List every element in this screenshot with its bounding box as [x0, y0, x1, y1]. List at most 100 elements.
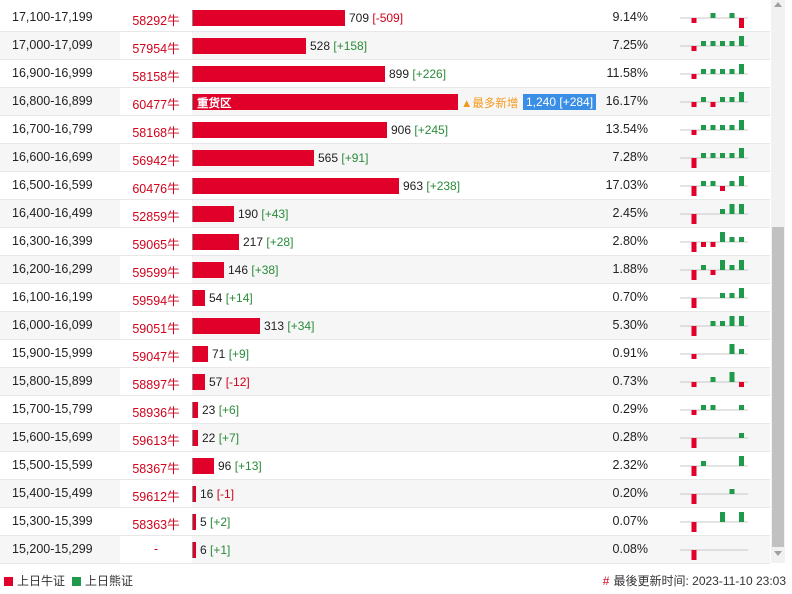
sparkline	[680, 489, 748, 504]
bracket-close: ]	[245, 347, 250, 361]
bar-label: 16 [-1]	[200, 487, 234, 501]
hash-icon: #	[602, 574, 610, 588]
volume-bar	[193, 178, 399, 194]
sparkline-bar	[739, 316, 744, 326]
table-row[interactable]: 15,800-15,899 58897牛 57 [-12] 0.73%	[0, 368, 770, 396]
price-range: 16,800-16,899	[12, 94, 93, 108]
bar-cell: 96 [+13]	[192, 458, 602, 474]
sparkline-bar	[739, 382, 744, 387]
table-row[interactable]: 16,100-16,199 59594牛 54 [+14] 0.70%	[0, 284, 770, 312]
table-row[interactable]: 15,700-15,799 58936牛 23 [+6] 0.29%	[0, 396, 770, 424]
sparkline-bar	[729, 344, 735, 354]
sparkline-bar	[729, 41, 735, 46]
cbbc-level: 58292牛	[132, 14, 180, 28]
sparkline	[680, 148, 748, 168]
price-range: 16,300-16,399	[12, 234, 93, 248]
price-range: 15,200-15,299	[12, 542, 93, 556]
bar-change: +6	[222, 403, 236, 417]
table-row[interactable]: 15,200-15,299 - 6 [+1] 0.08%	[0, 536, 770, 564]
sparkline-bar	[739, 64, 744, 74]
bar-label: 5 [+2]	[200, 515, 230, 529]
heavy-zone-label: 重货区	[197, 98, 232, 110]
sparkline-bar	[720, 293, 725, 298]
cbbc-level: 52859牛	[132, 210, 180, 224]
vertical-scrollbar[interactable]	[771, 0, 785, 563]
table-row[interactable]: 15,600-15,699 59613牛 22 [+7] 0.28%	[0, 424, 770, 452]
percentage: 0.73%	[612, 374, 648, 388]
table-row[interactable]: 16,400-16,499 52859牛 190 [+43] 2.45%	[0, 200, 770, 228]
table-row[interactable]: 16,800-16,899 60477牛 重货区 ▲最多新增 1,240 [+284] 1…	[0, 88, 770, 116]
volume-bar	[193, 10, 345, 26]
bar-label: 96 [+13]	[218, 459, 262, 473]
sparkline-bar	[739, 36, 744, 46]
sparkline-bar	[710, 13, 716, 18]
table-row[interactable]: 16,300-16,399 59065牛 217 [+28] 2.80%	[0, 228, 770, 256]
bar-value: 23	[202, 403, 216, 417]
sparkline-bar	[691, 354, 697, 359]
bracket-open: [	[330, 39, 337, 53]
scroll-up-arrow-icon[interactable]	[774, 2, 782, 7]
sparkline-bar	[710, 242, 716, 247]
bracket-close: ]	[275, 263, 279, 277]
table-row[interactable]: 15,300-15,399 58363牛 5 [+2] 0.07%	[0, 508, 770, 536]
bracket-close: ]	[285, 207, 289, 221]
sparkline-bar	[701, 265, 706, 270]
sparkline-bar	[729, 125, 735, 130]
price-range: 17,000-17,099	[12, 38, 93, 52]
table-row[interactable]: 16,700-16,799 58168牛 906 [+245] 13.54%	[0, 116, 770, 144]
table-row[interactable]: 17,100-17,199 58292牛 709 [-509] 9.14%	[0, 4, 770, 32]
sparkline-bar	[739, 204, 744, 214]
percentage: 0.08%	[612, 542, 648, 556]
scrollbar-thumb[interactable]	[772, 227, 784, 547]
bracket-open: [	[423, 179, 430, 193]
sparkline-bar	[710, 181, 716, 186]
bracket-open: [	[206, 515, 214, 529]
price-range: 15,900-15,999	[12, 346, 93, 360]
bracket-close: ]	[258, 459, 262, 473]
bar-cell: 899 [+226]	[192, 66, 602, 82]
sparkline-bar	[720, 41, 725, 46]
sparkline	[680, 204, 748, 224]
bar-cell: 709 [-509]	[192, 10, 602, 26]
volume-bar	[193, 542, 196, 558]
volume-bar	[193, 430, 198, 446]
percentage: 11.58%	[606, 66, 648, 80]
scroll-down-arrow-icon[interactable]	[774, 551, 782, 556]
cbbc-level: 59047牛	[132, 350, 180, 364]
table-row[interactable]: 16,900-16,999 58158牛 899 [+226] 11.58%	[0, 60, 770, 88]
percentage: 0.91%	[612, 346, 648, 360]
bull-swatch-icon	[4, 577, 13, 586]
volume-bar	[193, 262, 224, 278]
bar-value: 906	[391, 123, 412, 137]
bracket-open: [	[215, 431, 223, 445]
cbbc-level: 59599牛	[132, 266, 180, 280]
price-range: 15,800-15,899	[12, 374, 93, 388]
bar-value: 217	[243, 235, 264, 249]
volume-bar	[193, 122, 387, 138]
table-row[interactable]: 16,200-16,299 59599牛 146 [+38] 1.88%	[0, 256, 770, 284]
table-row[interactable]: 15,900-15,999 59047牛 71 [+9] 0.91%	[0, 340, 770, 368]
cbbc-level: 58367牛	[132, 462, 180, 476]
sparkline-bar	[691, 438, 697, 448]
percentage: 2.80%	[612, 234, 648, 248]
table-row[interactable]: 15,400-15,499 59612牛 16 [-1] 0.20%	[0, 480, 770, 508]
bar-cell: 6 [+1]	[192, 542, 602, 558]
bar-value: 313	[264, 319, 285, 333]
bar-label: 71 [+9]	[212, 347, 249, 361]
volume-bar	[193, 66, 385, 82]
volume-bar: 重货区	[193, 94, 458, 110]
table-row[interactable]: 16,500-16,599 60476牛 963 [+238] 17.03%	[0, 172, 770, 200]
sparkline-bar	[739, 405, 744, 410]
price-range: 15,300-15,399	[12, 514, 93, 528]
table-row[interactable]: 15,500-15,599 58367牛 96 [+13] 2.32%	[0, 452, 770, 480]
price-range: 17,100-17,199	[12, 10, 93, 24]
table-row[interactable]: 16,600-16,699 56942牛 565 [+91] 7.28%	[0, 144, 770, 172]
table-row[interactable]: 16,000-16,099 59051牛 313 [+34] 5.30%	[0, 312, 770, 340]
bracket-close: ]	[227, 543, 231, 557]
sparkline-bar	[739, 120, 744, 130]
volume-bar	[193, 402, 198, 418]
sparkline-bar	[691, 130, 697, 135]
bar-value: 16	[200, 487, 214, 501]
table-row[interactable]: 17,000-17,099 57954牛 528 [+158] 7.25%	[0, 32, 770, 60]
cbbc-level: 59065牛	[132, 238, 180, 252]
